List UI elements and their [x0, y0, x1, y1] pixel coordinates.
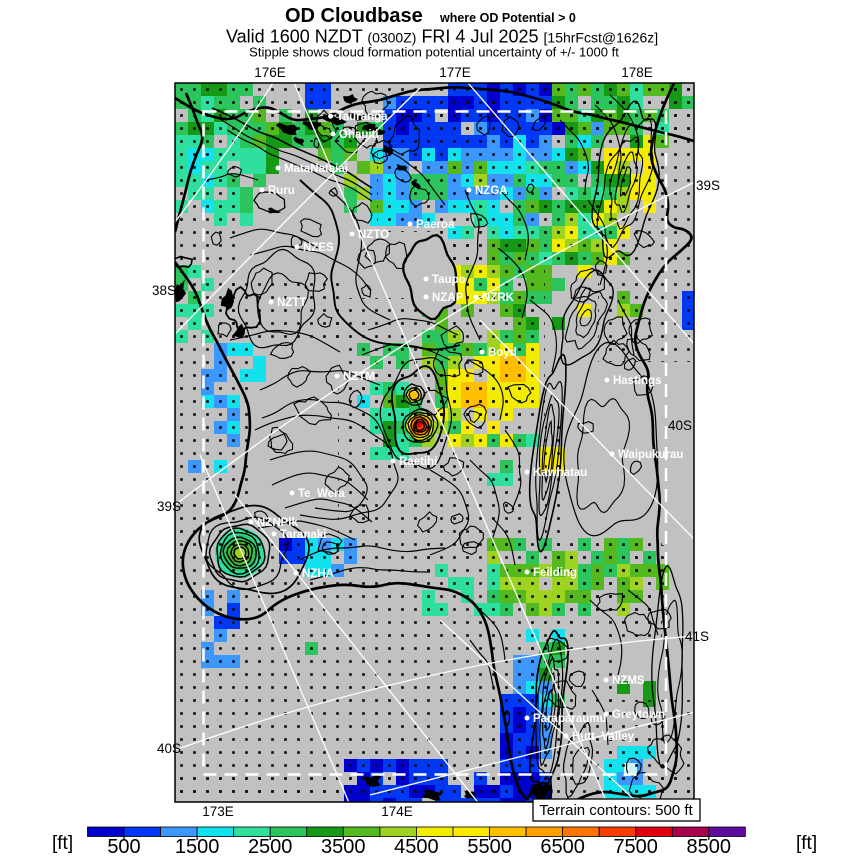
svg-text:7500: 7500 [613, 836, 658, 858]
svg-text:Kawhatau: Kawhatau [533, 467, 587, 479]
svg-text:40S: 40S [668, 418, 692, 433]
svg-text:NZTO: NZTO [358, 229, 389, 241]
svg-text:Ruru: Ruru [268, 185, 295, 197]
svg-text:[ft]: [ft] [796, 833, 817, 854]
svg-text:Valid 1600 NZDT (0300Z) FRI 4: Valid 1600 NZDT (0300Z) FRI 4 Jul 2025 [… [226, 27, 658, 47]
svg-text:Waipukurau: Waipukurau [618, 449, 683, 461]
svg-text:38S: 38S [152, 283, 176, 298]
svg-text:NZTM: NZTM [343, 371, 375, 383]
svg-text:NZAP: NZAP [432, 292, 464, 304]
svg-text:Taupo: Taupo [432, 274, 466, 286]
svg-text:MataNataiai: MataNataiai [284, 163, 348, 175]
svg-text:1500: 1500 [175, 836, 220, 858]
svg-text:Stipple shows cloud formation: Stipple shows cloud formation potential … [249, 45, 619, 60]
svg-text:Paraparaumu: Paraparaumu [533, 713, 607, 725]
svg-text:40S: 40S [157, 741, 181, 756]
svg-text:Boyd: Boyd [488, 347, 517, 359]
svg-text:Tauranga: Tauranga [337, 111, 389, 123]
svg-text:Raetihi: Raetihi [399, 456, 437, 468]
svg-text:2500: 2500 [248, 836, 293, 858]
svg-text:Terrain contours: 500 ft: Terrain contours: 500 ft [539, 802, 693, 819]
svg-text:NZGA: NZGA [475, 185, 508, 197]
svg-text:Paeroa: Paeroa [416, 219, 455, 231]
svg-text:Feilding: Feilding [533, 567, 577, 579]
svg-text:Ohauiti: Ohauiti [339, 129, 379, 141]
svg-text:41S: 41S [685, 629, 709, 644]
svg-text:Hutt_Valley: Hutt_Valley [572, 731, 635, 743]
svg-text:5500: 5500 [467, 836, 512, 858]
svg-text:Greytown: Greytown [612, 709, 665, 721]
svg-text:39S: 39S [157, 499, 181, 514]
svg-text:Taranaki: Taranaki [280, 529, 326, 541]
svg-text:NZHA: NZHA [302, 568, 334, 580]
svg-text:NZNPlk: NZNPlk [257, 517, 299, 529]
svg-text:176E: 176E [254, 65, 286, 80]
svg-text:NZTT: NZTT [277, 297, 306, 309]
svg-text:174E: 174E [381, 804, 413, 819]
svg-text:OD Cloudbase: OD Cloudbase [285, 5, 423, 27]
svg-text:NZES: NZES [303, 242, 334, 254]
svg-text:NZMS: NZMS [612, 675, 645, 687]
svg-text:500: 500 [107, 836, 140, 858]
svg-text:Hastings: Hastings [613, 375, 662, 387]
svg-text:8500: 8500 [687, 836, 732, 858]
svg-text:177E: 177E [439, 65, 471, 80]
svg-text:Te_Wera: Te_Wera [298, 488, 345, 500]
svg-text:NZRK: NZRK [482, 292, 515, 304]
svg-text:39S: 39S [696, 178, 720, 193]
svg-text:6500: 6500 [540, 836, 585, 858]
svg-text:4500: 4500 [394, 836, 439, 858]
svg-text:where OD Potential > 0: where OD Potential > 0 [439, 11, 576, 25]
svg-text:[ft]: [ft] [52, 833, 73, 854]
svg-text:3500: 3500 [321, 836, 366, 858]
svg-text:173E: 173E [202, 804, 234, 819]
svg-text:178E: 178E [621, 65, 653, 80]
